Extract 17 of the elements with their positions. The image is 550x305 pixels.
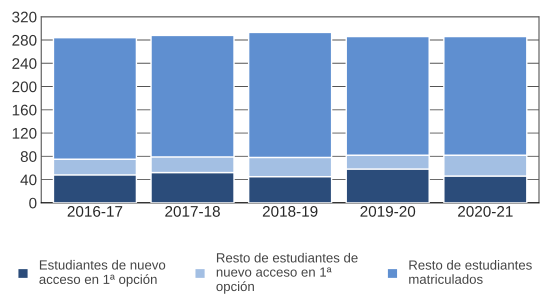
legend-label: Estudiantes de nuevo acceso en 1ª opción bbox=[39, 260, 166, 287]
y-tick-label: 120 bbox=[12, 128, 36, 139]
y-tick-label: 80 bbox=[20, 151, 36, 162]
y-tick-label: 240 bbox=[12, 58, 36, 69]
legend-label: Resto de estudiantes de nuevo acceso en 1ª opción bbox=[216, 252, 358, 294]
y-tick-label: 40 bbox=[20, 174, 36, 186]
y-tick-label: 280 bbox=[12, 34, 36, 46]
legend-label: Resto de estudiantes matriculados bbox=[409, 260, 532, 284]
x-tick-label: 2018-19 bbox=[262, 206, 318, 217]
y-tick-label: 200 bbox=[12, 81, 36, 92]
y-tick-label: 0 bbox=[29, 198, 36, 209]
x-tick-label: 2020-21 bbox=[458, 206, 513, 217]
y-tick-label: 320 bbox=[12, 12, 36, 22]
x-tick-label: 2019-20 bbox=[360, 206, 416, 217]
x-tick-label: 2016-17 bbox=[68, 206, 122, 217]
x-tick-label: 2017-18 bbox=[165, 206, 220, 217]
y-tick-label: 160 bbox=[12, 104, 36, 116]
